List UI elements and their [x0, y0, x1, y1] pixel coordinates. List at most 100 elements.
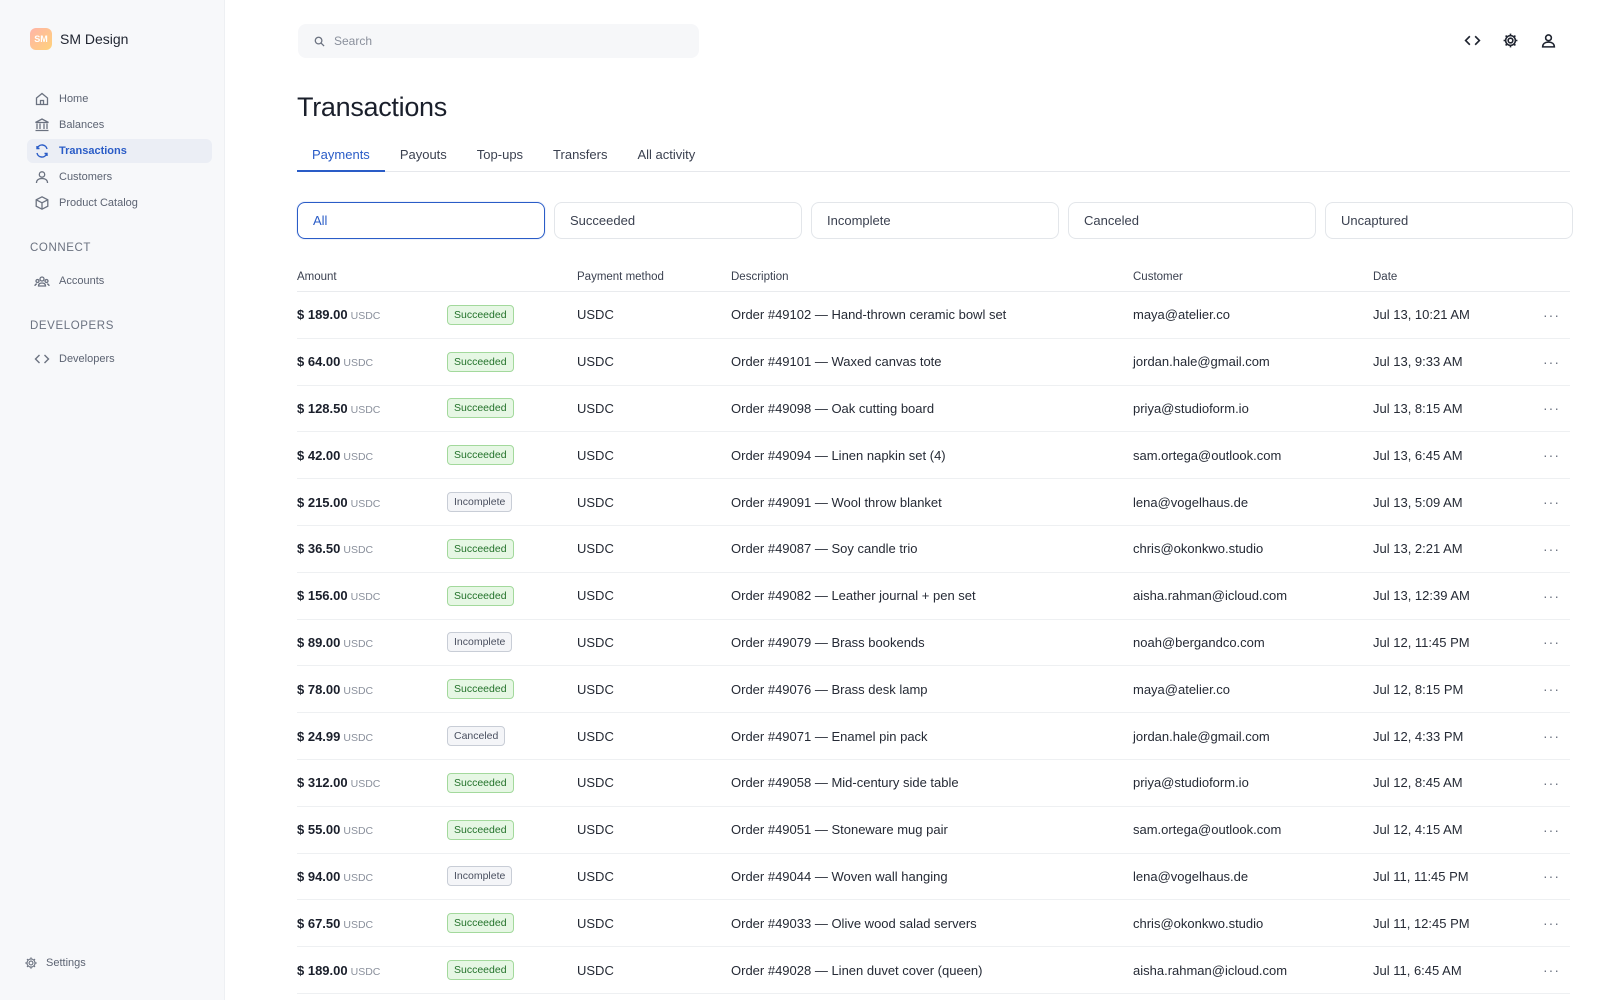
- row-actions-button[interactable]: ···: [1533, 541, 1570, 557]
- search-input[interactable]: [334, 34, 674, 48]
- status-cell: Succeeded: [447, 679, 577, 700]
- table-row[interactable]: $ 67.50 USDC Succeeded USDC Order #49033 — O…: [297, 900, 1570, 948]
- row-actions-button[interactable]: ···: [1533, 868, 1570, 884]
- header-amount[interactable]: Amount: [297, 270, 337, 283]
- amount-cell: $ 189.00 USDC: [297, 307, 447, 322]
- table-row[interactable]: $ 24.99 USDC Canceled USDC Order #49071 — En…: [297, 713, 1570, 760]
- amount-cell: $ 89.00 USDC: [297, 635, 447, 650]
- brand[interactable]: SM SM Design: [30, 28, 128, 50]
- tab-payments[interactable]: Payments: [297, 142, 385, 172]
- settings-button[interactable]: [1501, 31, 1519, 49]
- status-badge: Succeeded: [447, 819, 514, 840]
- amount-cell: $ 312.00 USDC: [297, 775, 447, 790]
- filter-uncaptured[interactable]: Uncaptured: [1325, 202, 1573, 239]
- table-row[interactable]: $ 189.00 USDC Succeeded USDC Order #49028 — …: [297, 947, 1570, 994]
- status-badge: Incomplete: [447, 866, 513, 887]
- developer-code-button[interactable]: [1463, 31, 1481, 49]
- filter-succeeded[interactable]: Succeeded: [554, 202, 802, 239]
- row-actions-button[interactable]: ···: [1533, 634, 1570, 650]
- table-row[interactable]: $ 156.00 USDC Succeeded USDC Order #49082 — …: [297, 573, 1570, 620]
- row-actions-button[interactable]: ···: [1533, 494, 1570, 510]
- tab-transfers[interactable]: Transfers: [553, 147, 608, 162]
- sidebar-item-accounts[interactable]: Accounts: [27, 269, 212, 293]
- sidebar-item-transactions[interactable]: Transactions: [27, 139, 212, 163]
- row-actions-button[interactable]: ···: [1533, 307, 1570, 323]
- amount-currency: USDC: [343, 871, 374, 884]
- table-row[interactable]: $ 215.00 USDC Incomplete USDC Order #49091 —…: [297, 479, 1570, 526]
- row-actions-button[interactable]: ···: [1533, 400, 1570, 416]
- account-button[interactable]: [1539, 31, 1557, 49]
- status-cell: Succeeded: [447, 304, 577, 325]
- gear-icon: [1503, 33, 1517, 47]
- table-row[interactable]: $ 312.00 USDC Succeeded USDC Order #49058 — …: [297, 760, 1570, 807]
- sidebar-item-balances[interactable]: Balances: [27, 113, 212, 137]
- amount-value: $ 215.00: [297, 494, 348, 510]
- amount-value: $ 89.00: [297, 634, 341, 650]
- row-actions-button[interactable]: ···: [1533, 775, 1570, 791]
- date-cell: Jul 13, 8:15 AM: [1373, 400, 1463, 416]
- status-cell: Succeeded: [447, 772, 577, 793]
- table-row[interactable]: $ 89.00 USDC Incomplete USDC Order #49079 — …: [297, 620, 1570, 667]
- row-actions-button[interactable]: ···: [1533, 915, 1570, 931]
- header-payment-method[interactable]: Payment method: [577, 270, 664, 283]
- page-title: Transactions: [297, 92, 447, 122]
- sidebar-item-product-catalog[interactable]: Product Catalog: [27, 191, 212, 215]
- row-actions-button[interactable]: ···: [1533, 447, 1570, 463]
- description-cell: Order #49051 — Stoneware mug pair: [731, 822, 948, 838]
- brand-name: SM Design: [60, 31, 129, 47]
- date-cell: Jul 11, 12:45 PM: [1373, 915, 1470, 931]
- payment-method-cell: USDC: [577, 681, 614, 697]
- header-description[interactable]: Description: [731, 270, 789, 283]
- tab-all-activity[interactable]: All activity: [637, 147, 696, 162]
- table-row[interactable]: $ 42.00 USDC Succeeded USDC Order #49094 — L…: [297, 432, 1570, 480]
- header-date[interactable]: Date: [1373, 270, 1398, 283]
- sidebar-item-home[interactable]: Home: [27, 87, 212, 111]
- amount-value: $ 189.00: [297, 962, 348, 978]
- table-row[interactable]: $ 78.00 USDC Succeeded USDC Order #49076 — B…: [297, 666, 1570, 714]
- search-bar[interactable]: [298, 24, 699, 58]
- description-cell: Order #49071 — Enamel pin pack: [731, 728, 928, 744]
- sidebar-item-customers[interactable]: Customers: [27, 165, 212, 189]
- filter-canceled[interactable]: Canceled: [1068, 202, 1316, 239]
- sidebar-item-developers[interactable]: Developers: [27, 347, 212, 371]
- more-icon: ···: [1543, 962, 1560, 979]
- payment-method-cell: USDC: [577, 728, 614, 744]
- tab-payouts[interactable]: Payouts: [399, 147, 447, 162]
- more-icon: ···: [1543, 868, 1560, 885]
- status-cell: Succeeded: [447, 398, 577, 419]
- row-actions-button[interactable]: ···: [1533, 588, 1570, 604]
- sidebar-settings[interactable]: Settings: [24, 956, 86, 970]
- row-actions-button[interactable]: ···: [1533, 354, 1570, 370]
- user-icon: [35, 171, 49, 184]
- filter-incomplete[interactable]: Incomplete: [811, 202, 1059, 239]
- table-row[interactable]: $ 94.00 USDC Incomplete USDC Order #49044 — …: [297, 854, 1570, 901]
- amount-value: $ 64.00: [297, 354, 341, 370]
- row-actions-button[interactable]: ···: [1533, 962, 1570, 978]
- status-cell: Succeeded: [447, 960, 577, 981]
- table-row[interactable]: $ 64.00 USDC Succeeded USDC Order #49101 — W…: [297, 339, 1570, 386]
- sidebar-item-label: Developers: [59, 353, 115, 365]
- status-cell: Succeeded: [447, 538, 577, 559]
- filter-all[interactable]: All: [297, 202, 545, 239]
- payment-method-cell: USDC: [577, 447, 614, 463]
- payment-method-cell: USDC: [577, 400, 614, 416]
- table-row[interactable]: $ 36.50 USDC Succeeded USDC Order #49087 — S…: [297, 526, 1570, 573]
- row-actions-button[interactable]: ···: [1533, 728, 1570, 744]
- more-icon: ···: [1543, 774, 1560, 791]
- bank-icon: [35, 118, 49, 132]
- user-icon: [1541, 33, 1555, 48]
- tab-top-ups[interactable]: Top-ups: [476, 147, 524, 162]
- top-toolbar: [1463, 31, 1557, 49]
- customer-cell: priya@studioform.io: [1133, 775, 1249, 791]
- table-row[interactable]: $ 55.00 USDC Succeeded USDC Order #49051 — S…: [297, 807, 1570, 854]
- row-actions-button[interactable]: ···: [1533, 681, 1570, 697]
- status-badge: Incomplete: [447, 492, 513, 513]
- customer-cell: maya@atelier.co: [1133, 307, 1231, 323]
- table-row[interactable]: $ 189.00 USDC Succeeded USDC Order #49102 — …: [297, 292, 1570, 339]
- table-row[interactable]: $ 128.50 USDC Succeeded USDC Order #49098 — …: [297, 386, 1570, 433]
- amount-cell: $ 78.00 USDC: [297, 682, 447, 697]
- amount-value: $ 78.00: [297, 681, 341, 697]
- header-customer[interactable]: Customer: [1133, 270, 1183, 283]
- row-actions-button[interactable]: ···: [1533, 822, 1570, 838]
- amount-currency: USDC: [350, 965, 381, 978]
